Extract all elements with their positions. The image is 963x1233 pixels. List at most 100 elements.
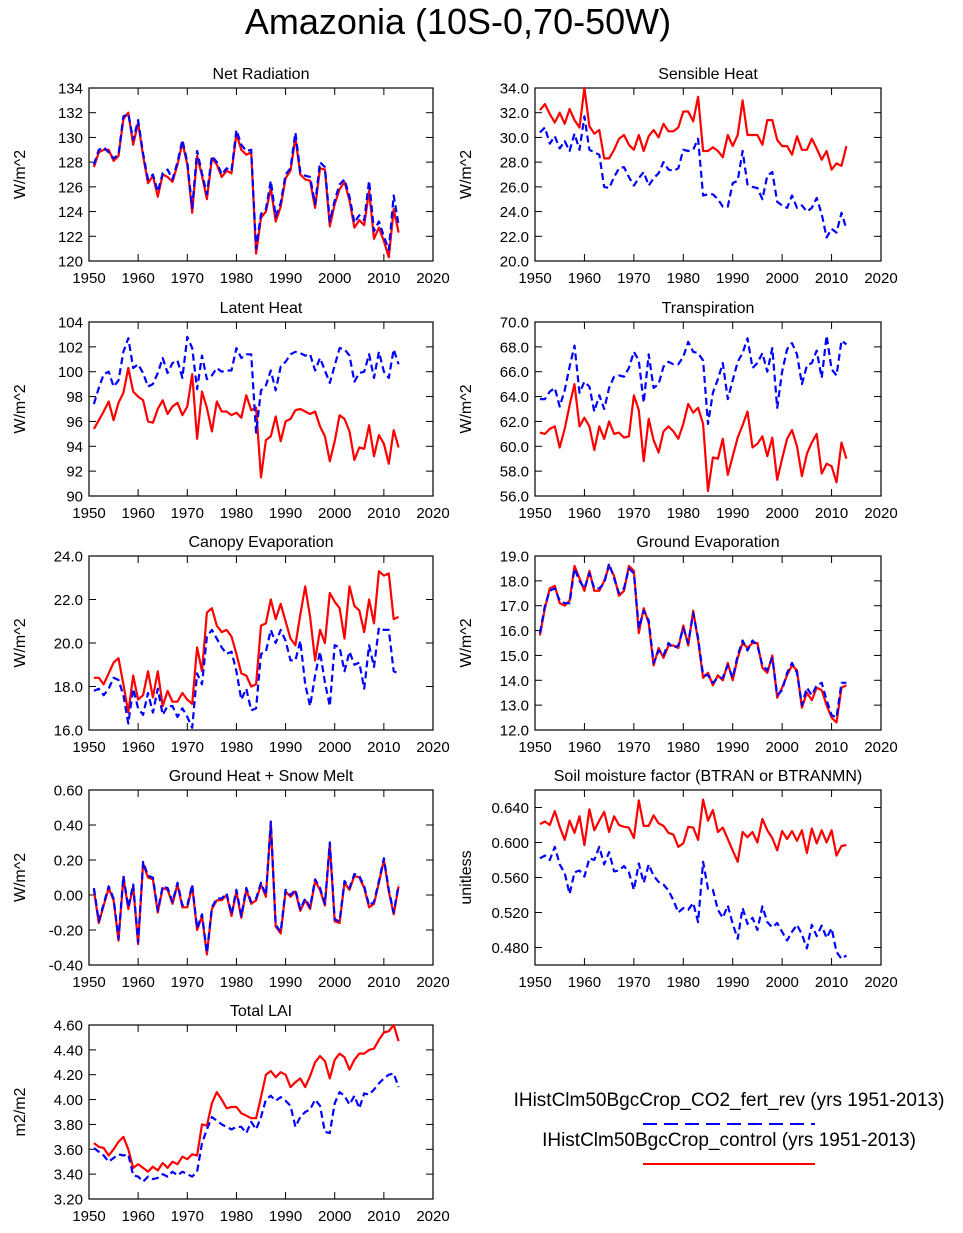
sensible-heat-title: Sensible Heat xyxy=(658,66,758,83)
total-lai-panel: Total LAI m2/m2 3.20 3.40 3.60 3.80 4.00 4.20 4.… xyxy=(12,1003,450,1225)
transpiration-ytick-label: 70.0 xyxy=(500,315,529,332)
transpiration-xtick-label: 1960 xyxy=(568,505,601,522)
transpiration-ytick-label: 60.0 xyxy=(500,439,529,456)
ground-heat-snow-melt-ytick-label: 0.60 xyxy=(54,783,83,800)
soil-moisture-factor-btran-or-btranmn-xtick-label: 1950 xyxy=(518,974,551,991)
latent-heat-ytick-label: 94 xyxy=(66,439,83,456)
ground-heat-snow-melt-ytick-label: 0.20 xyxy=(54,853,83,870)
net-radiation-xtick-label: 2020 xyxy=(416,270,449,287)
soil-moisture-factor-btran-or-btranmn-title: Soil moisture factor (BTRAN or BTRANMN) xyxy=(554,768,863,785)
ground-evaporation-series-co2-fert-rev-line xyxy=(538,562,847,719)
latent-heat-xtick-label: 1990 xyxy=(269,505,302,522)
ground-heat-snow-melt-xtick-label: 1960 xyxy=(121,974,154,991)
canopy-evaporation-xtick-label: 2020 xyxy=(416,739,449,756)
sensible-heat-ytick-label: 26.0 xyxy=(500,179,529,196)
ground-evaporation-ytick-label: 14.0 xyxy=(500,673,529,690)
canopy-evaporation-ylabel: W/m^2 xyxy=(12,618,29,667)
ground-evaporation-panel: Ground Evaporation W/m^2 12.0 13.0 14.0 15.0 1… xyxy=(458,534,898,756)
ground-evaporation-ytick-label: 19.0 xyxy=(500,549,529,566)
ground-heat-snow-melt-ytick-label: 0.00 xyxy=(54,888,83,905)
canopy-evaporation-xtick-label: 1970 xyxy=(171,739,204,756)
total-lai-title: Total LAI xyxy=(230,1003,292,1020)
canopy-evaporation-xtick-label: 2010 xyxy=(367,739,400,756)
canopy-evaporation-title: Canopy Evaporation xyxy=(189,534,334,551)
latent-heat-xtick-label: 1970 xyxy=(171,505,204,522)
net-radiation-xtick-label: 2010 xyxy=(367,270,400,287)
soil-moisture-factor-btran-or-btranmn-ytick-label: 0.560 xyxy=(491,870,529,887)
sensible-heat-series-control-line xyxy=(539,86,848,171)
total-lai-ytick-label: 3.60 xyxy=(54,1142,83,1159)
net-radiation-ytick-label: 128 xyxy=(58,155,83,172)
sensible-heat-ytick-label: 22.0 xyxy=(500,229,529,246)
sensible-heat-panel: Sensible Heat W/m^2 20.0 22.0 24.0 26.0 28.0 30… xyxy=(458,66,898,287)
sensible-heat-xtick-label: 1980 xyxy=(667,270,700,287)
ground-heat-snow-melt-xtick-label: 2010 xyxy=(367,974,400,991)
ground-evaporation-ytick-label: 18.0 xyxy=(500,573,529,590)
ground-evaporation-ytick-label: 16.0 xyxy=(500,623,529,640)
ground-heat-snow-melt-ytick-label: 0.40 xyxy=(54,818,83,835)
sensible-heat-ytick-label: 32.0 xyxy=(500,105,529,122)
soil-moisture-factor-btran-or-btranmn-panel: Soil moisture factor (BTRAN or BTRANMN) u… xyxy=(458,768,898,991)
latent-heat-panel: Latent Heat W/m^2 90 92 94 96 98 100 102 104 1950 1… xyxy=(12,300,450,522)
sensible-heat-ytick-label: 34.0 xyxy=(500,81,529,98)
sensible-heat-xtick-label: 2020 xyxy=(864,270,897,287)
ground-evaporation-ytick-label: 15.0 xyxy=(500,648,529,665)
soil-moisture-factor-btran-or-btranmn-xtick-label: 2000 xyxy=(765,974,798,991)
sensible-heat-xtick-label: 2010 xyxy=(815,270,848,287)
canopy-evaporation-plot-frame xyxy=(88,555,434,731)
transpiration-xtick-label: 1950 xyxy=(518,505,551,522)
ground-heat-snow-melt-ylabel: W/m^2 xyxy=(12,853,29,902)
total-lai-ytick-label: 4.00 xyxy=(54,1092,83,1109)
ground-evaporation-xtick-label: 2020 xyxy=(864,739,897,756)
soil-moisture-factor-btran-or-btranmn-xtick-label: 1960 xyxy=(568,974,601,991)
net-radiation-ylabel: W/m^2 xyxy=(12,150,29,199)
ground-evaporation-xtick-label: 1960 xyxy=(568,739,601,756)
ground-heat-snow-melt-plot-frame xyxy=(88,789,434,966)
canopy-evaporation-series-control-line xyxy=(93,570,400,714)
ground-heat-snow-melt-xtick-label: 2020 xyxy=(416,974,449,991)
ground-evaporation-plot-frame xyxy=(534,555,882,731)
ground-evaporation-ytick-label: 12.0 xyxy=(500,723,529,740)
soil-moisture-factor-btran-or-btranmn-xtick-label: 2020 xyxy=(864,974,897,991)
total-lai-ytick-label: 3.80 xyxy=(54,1117,83,1134)
ground-heat-snow-melt-panel: Ground Heat + Snow Melt W/m^2 -0.40 -0.20 0.… xyxy=(12,768,450,991)
legend: IHistClm50BgcCrop_CO2_fert_rev (yrs 1951… xyxy=(514,1090,945,1165)
canopy-evaporation-xtick-label: 1960 xyxy=(121,739,154,756)
transpiration-xtick-label: 1970 xyxy=(617,505,650,522)
transpiration-xtick-label: 2010 xyxy=(815,505,848,522)
latent-heat-ytick-label: 92 xyxy=(66,464,83,481)
latent-heat-series-control-line xyxy=(92,366,400,479)
latent-heat-ytick-label: 98 xyxy=(66,389,83,406)
sensible-heat-series-co2-fert-rev-line xyxy=(539,115,848,239)
latent-heat-xtick-label: 2000 xyxy=(318,505,351,522)
sensible-heat-ylabel: W/m^2 xyxy=(458,150,475,199)
latent-heat-series-co2-fert-rev-line xyxy=(92,335,400,434)
legend-label-co2-fert-rev: IHistClm50BgcCrop_CO2_fert_rev (yrs 1951… xyxy=(514,1090,945,1111)
soil-moisture-factor-btran-or-btranmn-ylabel: unitless xyxy=(458,850,475,904)
net-radiation-plot-frame xyxy=(88,87,434,262)
sensible-heat-xtick-label: 1960 xyxy=(568,270,601,287)
canopy-evaporation-ytick-label: 20.0 xyxy=(54,636,83,653)
net-radiation-xtick-label: 2000 xyxy=(318,270,351,287)
transpiration-xtick-label: 1990 xyxy=(716,505,749,522)
latent-heat-xtick-label: 2020 xyxy=(416,505,449,522)
total-lai-xtick-label: 1960 xyxy=(121,1208,154,1225)
transpiration-xtick-label: 1980 xyxy=(667,505,700,522)
ground-evaporation-xtick-label: 1990 xyxy=(716,739,749,756)
latent-heat-xtick-label: 1980 xyxy=(220,505,253,522)
ground-evaporation-ytick-label: 17.0 xyxy=(500,598,529,615)
sensible-heat-ytick-label: 30.0 xyxy=(500,130,529,147)
sensible-heat-xtick-label: 1970 xyxy=(617,270,650,287)
net-radiation-xtick-label: 1990 xyxy=(269,270,302,287)
panels: Net Radiation W/m^2 120 122 124 126 128 130 132 1… xyxy=(12,66,898,1225)
latent-heat-ytick-label: 100 xyxy=(58,364,83,381)
transpiration-ytick-label: 68.0 xyxy=(500,339,529,356)
sensible-heat-xtick-label: 1990 xyxy=(716,270,749,287)
soil-moisture-factor-btran-or-btranmn-ytick-label: 0.600 xyxy=(491,835,529,852)
ground-evaporation-title: Ground Evaporation xyxy=(636,534,779,551)
latent-heat-xtick-label: 2010 xyxy=(367,505,400,522)
ground-heat-snow-melt-series-co2-fert-rev-line xyxy=(92,820,400,954)
transpiration-ylabel: W/m^2 xyxy=(458,384,475,433)
transpiration-ytick-label: 66.0 xyxy=(500,364,529,381)
total-lai-xtick-label: 1980 xyxy=(220,1208,253,1225)
